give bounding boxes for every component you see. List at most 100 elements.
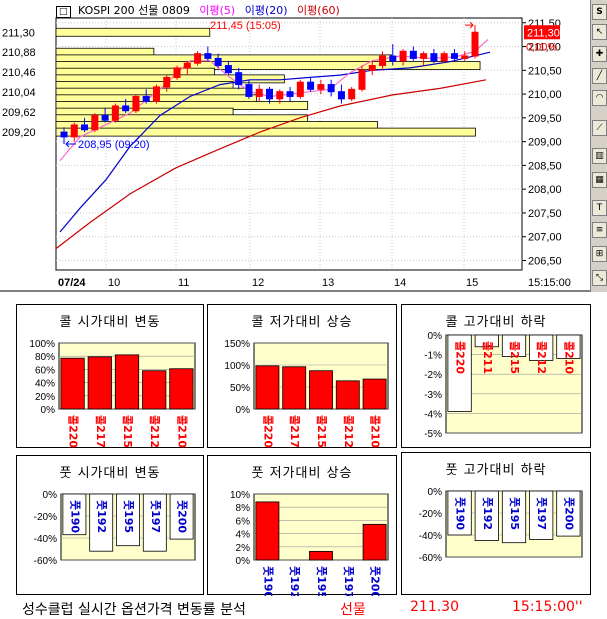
candle-body[interactable]: [122, 105, 130, 112]
category-label: 콜220: [261, 415, 274, 448]
panel-call-vs-open: 콜 시가대비 변동 100% 80% 60% 40% 20% 0% 콜220 콜217 콜215…: [16, 304, 204, 448]
candle-body[interactable]: [173, 67, 181, 78]
tool-retrace-icon[interactable]: ≡: [592, 222, 607, 238]
candle-body[interactable]: [440, 53, 448, 62]
tool-gann-icon[interactable]: ⊞: [592, 246, 607, 262]
bar-chart: 150% 100% 50% 0% 콜220 콜217 콜215 콜212 콜210: [224, 339, 389, 448]
candle-body[interactable]: [471, 31, 479, 57]
current-change-label: 0,00%: [526, 41, 557, 53]
category-label: 풋195: [508, 497, 521, 530]
candle-body[interactable]: [420, 53, 428, 59]
tool-cross-icon[interactable]: ✚: [592, 46, 607, 62]
x-axis-time-label: 15:15:00: [528, 277, 571, 289]
category-label: 콜212: [342, 415, 355, 448]
right-axis-label: 211,00: [528, 42, 561, 54]
category-label: 콜210: [369, 415, 382, 448]
candle-body[interactable]: [327, 84, 335, 93]
candle-body[interactable]: [389, 55, 397, 62]
candle-body[interactable]: [101, 114, 109, 121]
y-tick-label: 60%: [35, 365, 55, 376]
low-arrow-icon: [65, 140, 76, 148]
candle-body[interactable]: [409, 50, 417, 59]
tool-text-icon[interactable]: T: [592, 200, 607, 216]
candle-body[interactable]: [245, 84, 253, 97]
y-tick-label: 0%: [41, 405, 56, 416]
candle-body[interactable]: [450, 53, 458, 59]
y-tick-label: 80%: [35, 352, 55, 363]
candle-body[interactable]: [60, 131, 68, 138]
bar-콜217: [87, 356, 112, 410]
candle-body[interactable]: [276, 91, 284, 100]
bar-콜215: [501, 334, 527, 357]
bar-풋195: [116, 493, 140, 547]
candle-body[interactable]: [399, 50, 407, 62]
left-level-label: 210,04: [2, 87, 36, 99]
y-tick-label: 0%: [236, 405, 251, 416]
candle-body[interactable]: [163, 76, 171, 88]
category-label: 풋197: [342, 566, 355, 596]
tool-fan-icon[interactable]: ⟋: [592, 120, 607, 136]
candle-body[interactable]: [152, 86, 160, 102]
y-tick-label: 10%: [230, 490, 250, 501]
y-tick-label: 100%: [224, 361, 250, 372]
tool-s-icon[interactable]: S: [592, 4, 607, 20]
panel-call-vs-high: 콜 고가대비 하락 0% -1% -2% -3% -4% -5% 콜220 콜211 콜215 콜…: [401, 304, 591, 448]
candle-body[interactable]: [348, 88, 356, 100]
candlestick-chart[interactable]: 211,50211,00210,50210,00209,50209,00208,…: [0, 0, 590, 292]
bar-콜220: [255, 365, 280, 410]
candle-body[interactable]: [91, 114, 99, 131]
candle-body[interactable]: [204, 53, 212, 59]
candle-body[interactable]: [379, 55, 387, 67]
bar-풋195: [309, 551, 333, 561]
tool-grid-icon[interactable]: ▦: [592, 172, 607, 188]
candle-body[interactable]: [430, 53, 438, 62]
volume-profile-bar: [55, 61, 481, 70]
candle-body[interactable]: [266, 88, 273, 100]
bar-콜212: [335, 380, 360, 410]
candlestick-chart-panel[interactable]: 211,50 211,00 210,50 210,00 209,50 209,00 208,…: [0, 0, 607, 292]
tool-arc-icon[interactable]: ◠: [592, 90, 607, 106]
tool-delete-icon[interactable]: ⤡: [592, 270, 607, 286]
candle-body[interactable]: [358, 69, 366, 90]
candle-body[interactable]: [368, 65, 376, 71]
category-label: 풋190: [261, 566, 274, 596]
candle-body[interactable]: [142, 95, 150, 102]
y-tick-label: 8%: [236, 503, 251, 514]
candle-body[interactable]: [70, 124, 78, 138]
low-annotation: 208,95 (09:20): [78, 139, 150, 151]
candle-body[interactable]: [111, 105, 119, 121]
candle-body[interactable]: [214, 57, 222, 67]
candle-body[interactable]: [461, 55, 469, 59]
candle-body[interactable]: [317, 84, 325, 90]
candle-body[interactable]: [337, 91, 345, 100]
right-axis-label: 208,00: [528, 184, 562, 196]
y-tick-label: 0%: [428, 487, 443, 498]
candle-body[interactable]: [235, 72, 243, 86]
candle-body[interactable]: [286, 91, 294, 97]
category-label: 콜212: [535, 341, 548, 374]
candle-body[interactable]: [132, 95, 140, 112]
category-label: 풋195: [122, 500, 135, 533]
bar-풋195: [501, 490, 527, 544]
tool-bars-icon[interactable]: ▥: [592, 148, 607, 164]
candle-body[interactable]: [81, 124, 89, 131]
left-level-label: 211,30: [2, 27, 35, 39]
chart-instrument-name: KOSPI 200 선물 0809: [78, 4, 190, 17]
panel-put-vs-high: 풋 고가대비 하락 0% -20% -40% -60% 풋190 풋192 풋195 풋197…: [401, 452, 591, 595]
tool-arrow-icon[interactable]: ↖: [592, 24, 607, 40]
category-label: 콜215: [508, 341, 521, 374]
candle-body[interactable]: [255, 88, 263, 97]
chart-close-icon[interactable]: □: [56, 6, 71, 18]
candle-body[interactable]: [307, 81, 315, 90]
candle-body[interactable]: [183, 62, 191, 69]
bar-콜217: [282, 366, 307, 410]
legend-ma60: 이평(60): [297, 4, 340, 17]
category-label: 콜210: [175, 415, 188, 448]
candle-body[interactable]: [296, 81, 304, 97]
left-level-label: 209,20: [2, 127, 36, 139]
tool-trendline-icon[interactable]: ╱: [592, 68, 607, 84]
x-axis-label: 07/24: [58, 277, 86, 289]
candle-body[interactable]: [224, 65, 232, 74]
left-level-label: 210,46: [2, 67, 36, 79]
candle-body[interactable]: [194, 53, 202, 64]
